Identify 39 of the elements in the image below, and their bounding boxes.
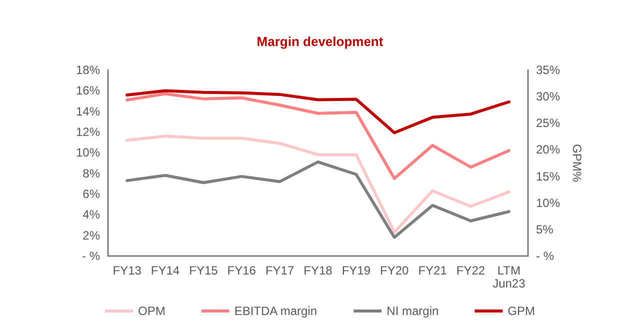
y2-tick-label: 15% (536, 169, 560, 184)
line-series (126, 160, 510, 239)
y-tick-label: 4% (82, 208, 100, 222)
y2-tick-label: 25% (536, 116, 560, 130)
y-tick-label: 10% (76, 146, 100, 160)
x-tick-label: FY19 (342, 264, 371, 278)
line-series (126, 92, 510, 180)
y2-tick-label: 30% (536, 90, 560, 104)
line-series (126, 134, 510, 234)
y-tick-label: 6% (82, 187, 100, 201)
y-tick-label: 16% (76, 84, 100, 98)
y-tick-label: 2% (82, 228, 100, 242)
y2-tick-label: 10% (536, 196, 560, 210)
x-tick-label: FY18 (304, 264, 333, 278)
x-tick-label: FY16 (227, 264, 256, 278)
y2-tick-label: - % (536, 249, 554, 263)
y-tick-label: 14% (76, 104, 100, 118)
y2-tick-label: 20% (536, 142, 560, 157)
chart-title: Margin development (256, 34, 384, 49)
x-tick-label: FY22 (456, 264, 486, 278)
x-tick-label: FY20 (380, 264, 410, 278)
x-tick-label: FY15 (189, 264, 218, 278)
y2-tick-label: 35% (536, 63, 560, 77)
y-tick-label: - % (82, 249, 100, 263)
y2-axis-title: GPM% (570, 144, 584, 182)
y2-tick-label: 5% (536, 222, 554, 236)
legend-label: OPM (138, 304, 166, 318)
y-tick-label: 18% (76, 63, 100, 77)
x-tick-label: FY21 (418, 264, 448, 278)
x-tick-label: FY14 (150, 264, 180, 278)
line-series (126, 89, 510, 134)
y-tick-label: 8% (82, 166, 100, 180)
legend-label: NI margin (386, 304, 439, 318)
x-tick-label: FY13 (112, 264, 142, 278)
x-tick-label: LTM Jun23 (492, 264, 526, 290)
x-tick-label: FY17 (265, 264, 294, 278)
y-tick-label: 12% (76, 125, 100, 139)
legend-label: EBITDA margin (234, 304, 318, 318)
legend-label: GPM (508, 304, 536, 318)
